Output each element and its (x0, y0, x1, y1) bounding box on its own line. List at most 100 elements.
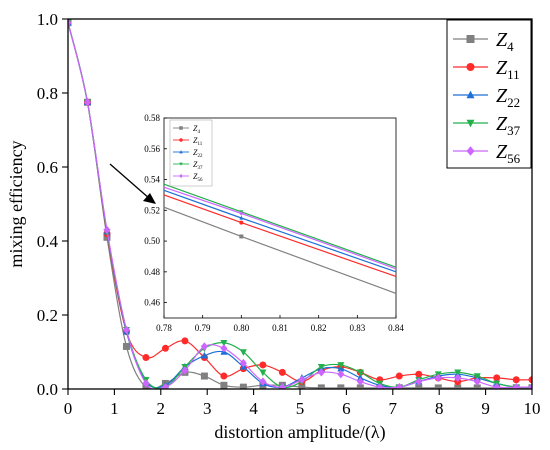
series-4-point (220, 381, 228, 389)
inset-y-tick-label: 0.56 (144, 144, 160, 154)
inset-legend-56-label: Z56 (193, 172, 203, 183)
series-56-point (473, 377, 481, 386)
inset-y-tick-label: 0.48 (144, 267, 160, 277)
series-56-point (259, 377, 267, 386)
inset-series-56-point (239, 210, 244, 216)
series-56-point (83, 98, 91, 107)
inset-y-tick-label: 0.54 (144, 175, 160, 185)
inset-series-22-point (239, 215, 244, 220)
x-axis-label: distortion amplitude/(λ) (214, 422, 385, 443)
series-11-point (493, 374, 501, 382)
series-4-point (337, 384, 345, 389)
x-tick-label: 9 (481, 399, 490, 418)
series-11-point (161, 344, 169, 352)
inset-legend-4-label: Z4 (193, 124, 200, 135)
series-56-point (278, 382, 286, 389)
x-tick-label: 1 (110, 399, 119, 418)
inset-legend-37-label: Z37 (193, 160, 203, 171)
inset-series-11-point (239, 220, 244, 225)
legend-4-marker (466, 35, 475, 43)
series-4-point (415, 384, 423, 389)
series-37-point (337, 362, 345, 369)
y-tick-label: 0.4 (37, 232, 59, 251)
inset-x-tick-label: 0.82 (311, 323, 327, 333)
inset-legend-4-marker (179, 126, 183, 130)
series-4-point (239, 383, 247, 389)
series-11-point (415, 370, 423, 378)
legend-37-marker (466, 119, 475, 128)
x-tick-label: 0 (64, 399, 73, 418)
series-37-point (239, 349, 247, 356)
main-plot-series (68, 19, 532, 389)
x-tick-label: 8 (435, 399, 444, 418)
inset-arrow (109, 163, 156, 204)
inset-series (163, 183, 397, 294)
series-4-point (356, 384, 364, 389)
series-4-point (122, 342, 130, 350)
series-22-point (356, 374, 364, 381)
x-tick-label: 7 (389, 399, 398, 418)
series-56-point (528, 382, 532, 389)
series-56-point (454, 373, 462, 383)
series-37-point (473, 373, 481, 380)
series-56-point (493, 382, 501, 389)
inset-series-4-point (239, 234, 244, 239)
inset-legend-22-label: Z22 (193, 148, 203, 159)
series-11-point (259, 361, 267, 369)
y-axis-label: mixing efficiency (6, 140, 26, 267)
y-tick-label: 0.0 (37, 380, 58, 399)
inset-legend-11-label: Z11 (193, 136, 203, 147)
main-axes: 0 1 2 3 4 5 6 7 8 9 10 0.0 0.2 0.4 0.6 0.8 1.0 (37, 10, 541, 418)
inset-chart: 0.78 0.79 0.80 0.81 0.82 0.83 0.84 0.46 0.48 0.50… (144, 113, 404, 333)
series-56-point (395, 382, 403, 389)
series-4-point (454, 384, 462, 389)
inset-legend-box (169, 119, 213, 187)
x-tick-label: 10 (524, 399, 541, 418)
series-56-point (122, 325, 130, 334)
inset-legend-56-marker (179, 173, 183, 179)
series-4-point (317, 384, 325, 389)
series-11-point (512, 376, 520, 384)
series-56-point (512, 382, 520, 389)
inset-x-tick-label: 0.84 (388, 323, 404, 333)
inset-x-tick-label: 0.81 (272, 323, 288, 333)
series-56-point (220, 344, 228, 353)
series-56-point (356, 377, 364, 386)
series-11-point (395, 372, 403, 380)
series-37-point (454, 369, 462, 377)
series-56-point (239, 358, 247, 368)
series-37-point (259, 369, 267, 377)
series-4-point (434, 384, 442, 389)
inset-x-tick-label: 0.83 (349, 323, 365, 333)
inset-y-tick-label: 0.52 (144, 205, 160, 215)
inset-y-tick-label: 0.58 (144, 113, 160, 123)
series-56-point (376, 382, 384, 389)
y-tick-label: 1.0 (37, 10, 58, 29)
series-11-point (181, 337, 189, 345)
series-37-point (317, 364, 325, 371)
series-56-point (337, 370, 345, 379)
y-tick-label: 0.8 (37, 84, 58, 103)
y-tick-label: 0.2 (37, 306, 58, 325)
series-56-point (103, 225, 111, 235)
x-tick-label: 2 (157, 399, 166, 418)
inset-x-tick-label: 0.80 (233, 323, 249, 333)
series-56-point (415, 377, 423, 386)
main-legend-box (446, 19, 532, 169)
legend-22-marker (466, 90, 475, 99)
series-4-point (298, 383, 306, 389)
series-4-point (103, 233, 111, 241)
series-56-point (181, 366, 189, 375)
inset-axes: 0.78 0.79 0.80 0.81 0.82 0.83 0.84 0.46 0.48 0.50… (144, 113, 404, 333)
series-56-point (161, 382, 169, 389)
series-56-point (200, 342, 208, 351)
inset-legend-22-marker (179, 150, 183, 154)
x-tick-label: 6 (342, 399, 351, 418)
series-11-point (220, 372, 228, 380)
series-11-point (278, 368, 286, 376)
inset-legend-11-marker (179, 138, 183, 142)
inset-x-tick-label: 0.79 (195, 323, 211, 333)
